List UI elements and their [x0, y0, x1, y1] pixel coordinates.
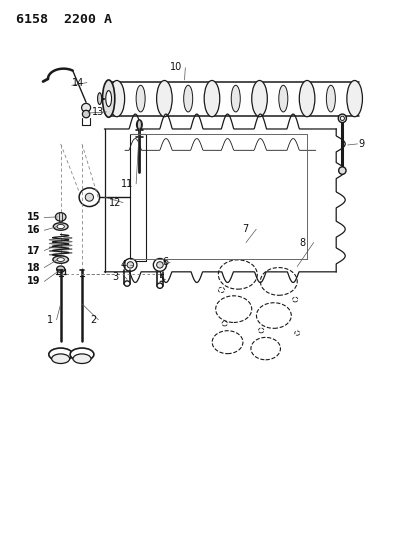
Ellipse shape: [183, 85, 192, 112]
Ellipse shape: [55, 213, 66, 221]
Ellipse shape: [278, 85, 287, 112]
Text: 17: 17: [27, 246, 40, 255]
Text: 8: 8: [299, 238, 305, 247]
Ellipse shape: [56, 266, 65, 272]
Ellipse shape: [299, 80, 314, 117]
Ellipse shape: [85, 193, 93, 201]
Text: 4: 4: [121, 260, 127, 270]
Text: 15: 15: [27, 213, 40, 222]
Ellipse shape: [82, 110, 90, 118]
Text: 5: 5: [157, 274, 164, 284]
Ellipse shape: [339, 116, 344, 120]
Ellipse shape: [52, 354, 70, 364]
Ellipse shape: [106, 91, 111, 107]
Text: 7: 7: [241, 224, 247, 234]
Ellipse shape: [156, 80, 172, 117]
Text: 3: 3: [112, 272, 119, 282]
Ellipse shape: [73, 354, 91, 364]
Text: 11: 11: [121, 179, 133, 189]
Text: 10: 10: [170, 62, 182, 71]
Ellipse shape: [49, 348, 72, 361]
Ellipse shape: [81, 103, 90, 112]
Ellipse shape: [157, 283, 162, 288]
Ellipse shape: [326, 85, 335, 112]
Ellipse shape: [57, 224, 64, 229]
Ellipse shape: [124, 281, 130, 286]
Ellipse shape: [70, 348, 94, 361]
Ellipse shape: [53, 223, 68, 230]
Ellipse shape: [337, 114, 346, 123]
Text: 1: 1: [47, 315, 53, 325]
Ellipse shape: [204, 80, 219, 117]
Ellipse shape: [231, 85, 240, 112]
Ellipse shape: [127, 262, 133, 268]
Text: 18: 18: [27, 263, 40, 272]
Text: 12: 12: [108, 198, 121, 207]
Ellipse shape: [251, 80, 267, 117]
Ellipse shape: [153, 259, 166, 271]
Ellipse shape: [53, 256, 68, 263]
Text: 19: 19: [27, 277, 40, 286]
Ellipse shape: [109, 80, 124, 117]
Ellipse shape: [136, 85, 145, 112]
Ellipse shape: [156, 262, 163, 268]
Text: 13: 13: [92, 107, 104, 117]
Ellipse shape: [79, 188, 99, 206]
Ellipse shape: [137, 120, 141, 130]
Ellipse shape: [346, 80, 362, 117]
Ellipse shape: [57, 257, 64, 261]
Text: 6: 6: [162, 257, 168, 267]
Text: 14: 14: [72, 78, 84, 87]
Text: 2: 2: [90, 315, 96, 325]
Ellipse shape: [338, 167, 345, 174]
Ellipse shape: [102, 80, 115, 117]
Text: 16: 16: [27, 225, 40, 235]
Ellipse shape: [97, 93, 101, 104]
Ellipse shape: [136, 120, 142, 130]
Text: 9: 9: [358, 139, 364, 149]
Ellipse shape: [124, 259, 137, 271]
Text: 6158  2200 A: 6158 2200 A: [16, 13, 112, 26]
